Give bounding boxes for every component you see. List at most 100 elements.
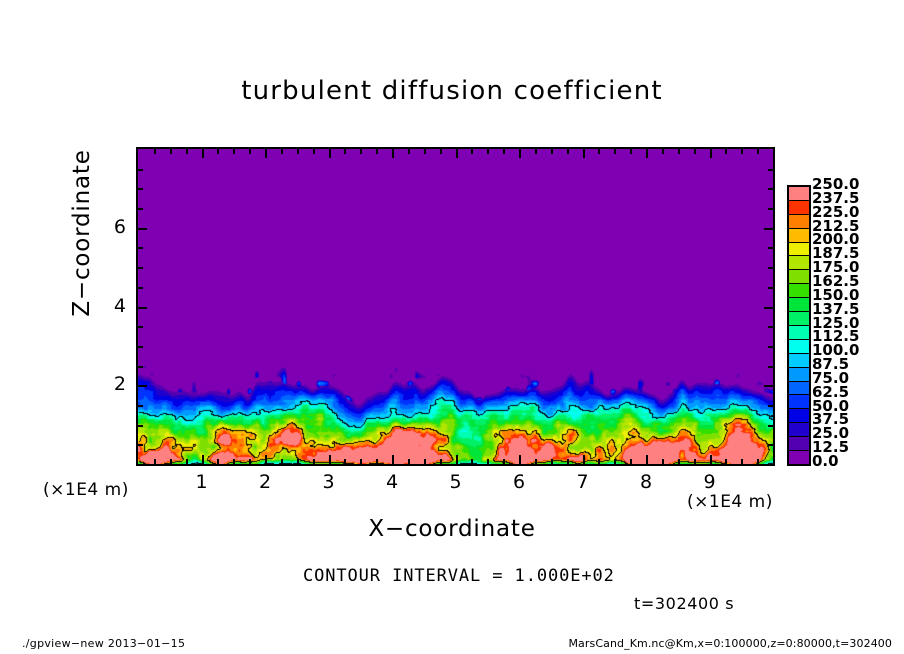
x-axis-tick (233, 459, 235, 464)
x-axis-tick (202, 149, 204, 158)
x-axis-tick (424, 459, 426, 464)
colorbar-band (789, 270, 809, 285)
y-axis-tick (768, 169, 773, 171)
colorbar-band (789, 451, 809, 464)
y-axis-tick (768, 326, 773, 328)
x-axis-tick (678, 149, 680, 154)
x-axis-tick (471, 459, 473, 464)
page-title: turbulent diffusion coefficient (241, 76, 663, 106)
colorbar-tick-label: 225.0 (812, 202, 860, 221)
colorbar-band (789, 437, 809, 452)
x-axis-tick (344, 459, 346, 464)
y-axis-tick (138, 366, 143, 368)
x-axis-tick (503, 149, 505, 154)
x-axis-tick (741, 149, 743, 154)
y-axis-tick (768, 188, 773, 190)
y-axis-tick (138, 228, 147, 230)
x-axis-tick (646, 149, 648, 158)
x-axis-tick (392, 455, 394, 464)
x-axis-tick (614, 459, 616, 464)
colorbar-band (789, 312, 809, 326)
x-axis-tick (329, 455, 331, 464)
colorbar-tick-label: 75.0 (812, 368, 850, 387)
x-axis-tick (519, 455, 521, 464)
x-axis-tick-label: 1 (195, 471, 208, 493)
x-axis-tick (297, 459, 299, 464)
colorbar-tick-labels: 250.0 237.5 225.0 212.5 200.0 187.5 175.0 162.5… (812, 177, 882, 470)
y-axis-tick (138, 346, 143, 348)
y-axis-tick (138, 247, 143, 249)
colorbar-band (789, 381, 809, 396)
x-axis-tick (313, 149, 315, 154)
y-axis-tick (138, 444, 143, 446)
x-axis-tick (725, 149, 727, 154)
x-axis-tick (710, 149, 712, 158)
x-axis-tick (567, 459, 569, 464)
x-axis-tick (598, 149, 600, 154)
x-axis-tick (202, 455, 204, 464)
x-axis-unit-left: (×1E4 m) (43, 480, 129, 500)
x-axis-tick (154, 149, 156, 154)
x-axis-tick (376, 149, 378, 154)
y-axis-tick (138, 267, 143, 269)
colorbar-band (789, 367, 809, 382)
y-axis-tick (138, 287, 143, 289)
y-axis-tick-label: 6 (113, 215, 126, 238)
x-axis-tick (710, 455, 712, 464)
contour-plot-area (136, 147, 775, 466)
x-axis-tick-label: 8 (639, 471, 653, 493)
y-axis-tick (768, 267, 773, 269)
y-axis-tick (138, 188, 143, 190)
y-axis-tick (138, 385, 147, 387)
colorbar-tick-label: 212.5 (812, 216, 860, 235)
x-axis-tick-label: 5 (449, 471, 462, 493)
colorbar-band (789, 242, 809, 257)
x-axis-tick (344, 149, 346, 154)
x-axis-tick (297, 149, 299, 154)
x-axis-tick (170, 149, 172, 154)
x-axis-tick (487, 149, 489, 154)
colorbar-tick-label: 100.0 (812, 341, 860, 360)
x-axis-tick (741, 459, 743, 464)
x-axis-tick (186, 459, 188, 464)
colorbar-tick-label: 112.5 (812, 327, 860, 346)
x-axis-tick (551, 149, 553, 154)
x-axis-tick (265, 455, 267, 464)
x-axis-tick-label: 7 (576, 471, 589, 493)
y-axis-tick-label: 2 (113, 373, 126, 396)
x-axis-tick (614, 149, 616, 154)
colorbar-tick-label: 87.5 (812, 355, 850, 374)
x-axis-tick (281, 459, 283, 464)
y-axis-tick (138, 326, 143, 328)
x-axis-tick (217, 459, 219, 464)
x-axis-tick (440, 149, 442, 154)
colorbar-tick-label: 250.0 (812, 175, 860, 193)
colorbar-tick-label: 62.5 (812, 382, 850, 401)
x-axis-tick-label: 6 (512, 471, 526, 493)
x-axis-tick (329, 149, 331, 158)
y-axis-tick (138, 307, 147, 309)
colorbar-tick-label: 175.0 (812, 258, 860, 277)
x-axis-tick (519, 149, 521, 158)
x-axis-tick (217, 149, 219, 154)
colorbar-tick-label: 162.5 (812, 271, 860, 290)
y-axis-tick (768, 405, 773, 407)
x-axis-tick (170, 459, 172, 464)
x-axis-tick (360, 149, 362, 154)
x-axis-tick (551, 459, 553, 464)
colorbar-band (789, 214, 809, 229)
y-axis-tick (768, 425, 773, 427)
x-axis-tick (265, 149, 267, 158)
y-axis-tick (768, 346, 773, 348)
x-axis-tick (408, 149, 410, 154)
x-axis-tick (725, 459, 727, 464)
y-axis-tick (138, 405, 143, 407)
x-axis-tick-label: 9 (703, 471, 716, 493)
colorbar-tick-label: 37.5 (812, 410, 850, 429)
colorbar-tick-label: 50.0 (812, 396, 850, 415)
y-axis-tick (138, 208, 143, 210)
x-axis-tick (630, 149, 632, 154)
colorbar-tick-label: 25.0 (812, 424, 850, 443)
footer-command-label: ./gpview−new 2013−01−15 (22, 637, 186, 650)
colorbar-tick-label: 237.5 (812, 188, 860, 207)
